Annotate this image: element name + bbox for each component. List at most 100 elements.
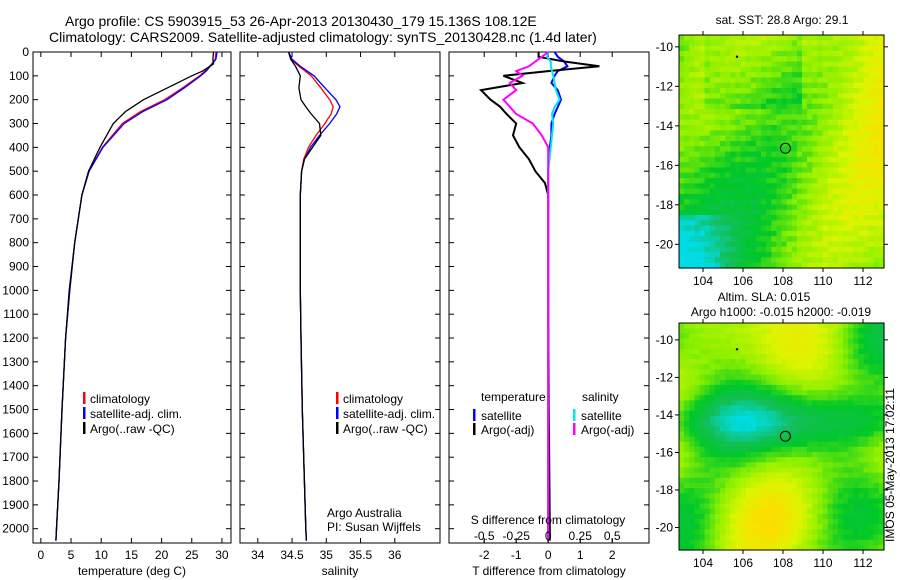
map-cell <box>858 77 865 84</box>
map-cell <box>689 544 695 551</box>
map-cell <box>714 114 721 121</box>
map-cell <box>735 135 742 142</box>
map-cell <box>802 539 808 546</box>
map-cell <box>781 66 788 73</box>
map-cell <box>679 98 685 105</box>
map-cell <box>853 508 859 515</box>
map-cell <box>766 119 772 126</box>
map-cell <box>853 343 859 350</box>
map-cell <box>766 125 772 131</box>
map-cell <box>791 508 798 515</box>
map-cell <box>771 467 777 474</box>
map-cell <box>853 524 859 530</box>
map-cell <box>725 364 731 371</box>
map-cell <box>730 436 736 443</box>
map-cell <box>878 493 885 500</box>
map-cell <box>709 241 716 248</box>
map-cell <box>755 262 762 269</box>
y-tick-label-depth: 1300 <box>2 355 29 369</box>
map-cell <box>750 405 757 412</box>
map-cell <box>684 151 690 158</box>
map-cell <box>837 410 844 417</box>
map-cell <box>853 395 859 401</box>
map-cell <box>843 230 849 237</box>
map-cell <box>827 183 834 190</box>
map-cell <box>745 183 752 190</box>
map-cell <box>750 503 757 510</box>
map-y-tick-label: -18 <box>656 483 674 497</box>
map-cell <box>837 477 844 484</box>
map-cell <box>848 482 854 489</box>
map-cell <box>679 156 685 163</box>
map-cell <box>735 188 742 195</box>
map-cell <box>822 343 829 350</box>
map-cell <box>827 230 834 237</box>
map-cell <box>709 395 716 401</box>
map-cell <box>832 384 839 391</box>
map-cell <box>699 354 706 360</box>
map-cell <box>766 40 772 47</box>
map-cell <box>807 66 813 73</box>
map-cell <box>714 188 721 195</box>
map-cell <box>822 472 829 479</box>
map-y-tick-label: -20 <box>656 237 674 251</box>
map-cell <box>796 431 803 438</box>
map-cell <box>817 343 824 350</box>
map-cell <box>868 114 875 121</box>
map-cell <box>837 257 844 264</box>
map-cell <box>796 130 803 137</box>
map-cell <box>832 405 839 412</box>
map-cell <box>684 103 690 110</box>
map-cell <box>735 88 742 94</box>
map-cell <box>822 364 829 371</box>
map-cell <box>837 45 844 52</box>
map-cell <box>735 457 742 463</box>
map-cell <box>750 88 757 94</box>
map-cell <box>720 498 726 505</box>
map-cell <box>802 482 808 489</box>
map-cell <box>807 98 813 105</box>
map-cell <box>807 230 813 237</box>
map-cell <box>817 513 824 520</box>
map-cell <box>730 354 736 360</box>
map-cell <box>802 215 808 221</box>
map-cell <box>812 421 818 427</box>
map-cell <box>796 343 803 350</box>
map-cell <box>679 400 685 407</box>
map-cell <box>878 246 885 253</box>
map-cell <box>781 135 788 142</box>
map-cell <box>699 199 706 206</box>
map-cell <box>796 374 803 381</box>
map-cell <box>791 225 798 232</box>
map-cell <box>786 498 793 505</box>
map-cell <box>873 348 880 355</box>
map-cell <box>786 323 793 329</box>
map-cell <box>786 359 793 365</box>
map-cell <box>812 151 818 158</box>
map-cell <box>781 252 788 258</box>
map-cell <box>822 220 829 227</box>
map-cell <box>843 98 849 105</box>
legend-label: Argo(..raw -QC) <box>343 422 428 436</box>
map-cell <box>750 426 757 432</box>
map-cell <box>812 462 818 469</box>
map-cell <box>822 493 829 500</box>
map-cell <box>735 151 742 158</box>
map-cell <box>684 539 690 546</box>
map-cell <box>802 82 808 89</box>
map-cell <box>730 119 736 126</box>
map-cell <box>873 257 880 264</box>
map-cell <box>776 183 783 190</box>
map-cell <box>755 109 762 115</box>
map-cell <box>725 405 731 412</box>
x-tick-label: 25 <box>185 548 199 562</box>
map-cell <box>827 172 834 179</box>
map-cell <box>745 498 752 505</box>
map-cell <box>771 225 777 232</box>
map-cell <box>848 225 854 232</box>
map-cell <box>827 379 834 386</box>
map-cell <box>704 410 711 417</box>
map-cell <box>817 225 824 232</box>
map-cell <box>868 220 875 227</box>
map-cell <box>740 220 747 227</box>
